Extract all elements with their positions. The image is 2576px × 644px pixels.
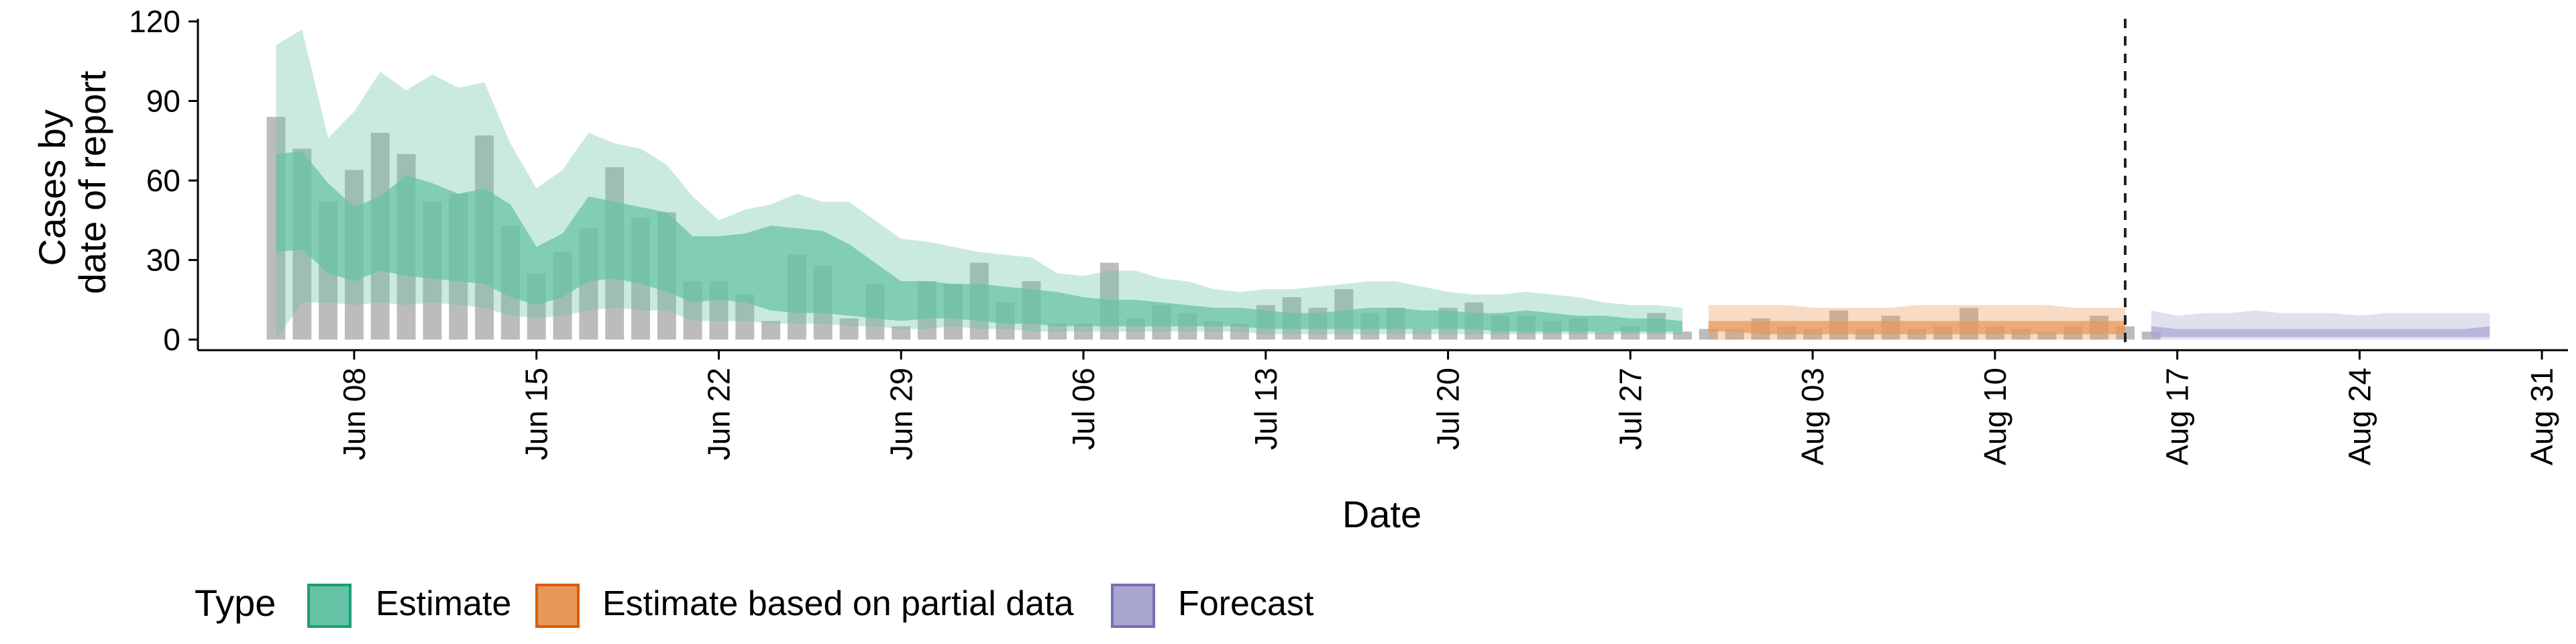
bar	[1595, 331, 1614, 340]
x-tick-label: Aug 31	[2524, 368, 2559, 466]
band-inner-2	[2151, 326, 2490, 337]
x-tick-label: Jul 06	[1066, 368, 1101, 450]
y-axis-title-line-1: Cases by	[31, 109, 73, 266]
x-tick-label: Aug 10	[1978, 368, 2012, 466]
x-tick-label: Aug 24	[2342, 368, 2377, 466]
x-tick-label: Jul 27	[1613, 368, 1648, 450]
bar	[1412, 329, 1432, 340]
estimate-bands	[276, 29, 2490, 340]
band-inner-0	[276, 151, 1682, 332]
legend-label-forecast: Forecast	[1178, 584, 1314, 623]
x-tick-label: Jun 08	[337, 368, 372, 460]
y-tick-label: 0	[163, 322, 180, 357]
x-tick-label: Aug 17	[2160, 368, 2195, 466]
legend-title: Type	[195, 582, 276, 624]
legend-key-forecast	[1111, 584, 1155, 628]
y-tick-label: 30	[146, 243, 180, 278]
plot-area	[266, 19, 2490, 350]
bar	[1673, 331, 1692, 340]
y-axis-title: Cases by date of report	[31, 70, 113, 294]
legend-key-estimate	[307, 584, 352, 628]
bar	[1048, 323, 1067, 340]
x-tick-label: Jun 22	[701, 368, 736, 460]
x-axis-ticks: Jun 08 Jun 15 Jun 22 Jun 29 Jul 06 Jul 13 Jul …	[337, 350, 2559, 466]
band-inner-1	[1708, 321, 2125, 335]
y-tick-label: 90	[146, 84, 180, 119]
legend-label-estimate: Estimate	[376, 584, 511, 623]
bar	[1074, 323, 1093, 340]
bar	[892, 326, 911, 340]
axes: 0 30 60 90 120 Jun 08 Jun 15 Jun 22 Jun 29 Jul 0…	[129, 4, 2568, 466]
legend-label-partial: Estimate based on partial data	[602, 584, 1074, 623]
x-axis-title: Date	[1342, 493, 1421, 535]
y-tick-label: 60	[146, 163, 180, 198]
y-tick-label: 120	[129, 4, 180, 39]
bar	[1230, 323, 1249, 340]
y-axis-ticks: 0 30 60 90 120	[129, 4, 198, 357]
x-tick-label: Jun 29	[883, 368, 918, 460]
x-tick-label: Jun 15	[519, 368, 554, 460]
bar	[1699, 329, 1718, 340]
bar	[2037, 331, 2057, 340]
x-tick-label: Jul 20	[1431, 368, 1466, 450]
legend-key-partial	[535, 584, 580, 628]
bar	[839, 318, 859, 340]
legend: Type Estimate Estimate based on partial …	[195, 582, 1314, 628]
x-tick-label: Jul 13	[1248, 368, 1283, 450]
x-tick-label: Aug 03	[1795, 368, 1830, 466]
y-axis-title-line-2: date of report	[71, 70, 113, 294]
bar	[761, 321, 781, 340]
